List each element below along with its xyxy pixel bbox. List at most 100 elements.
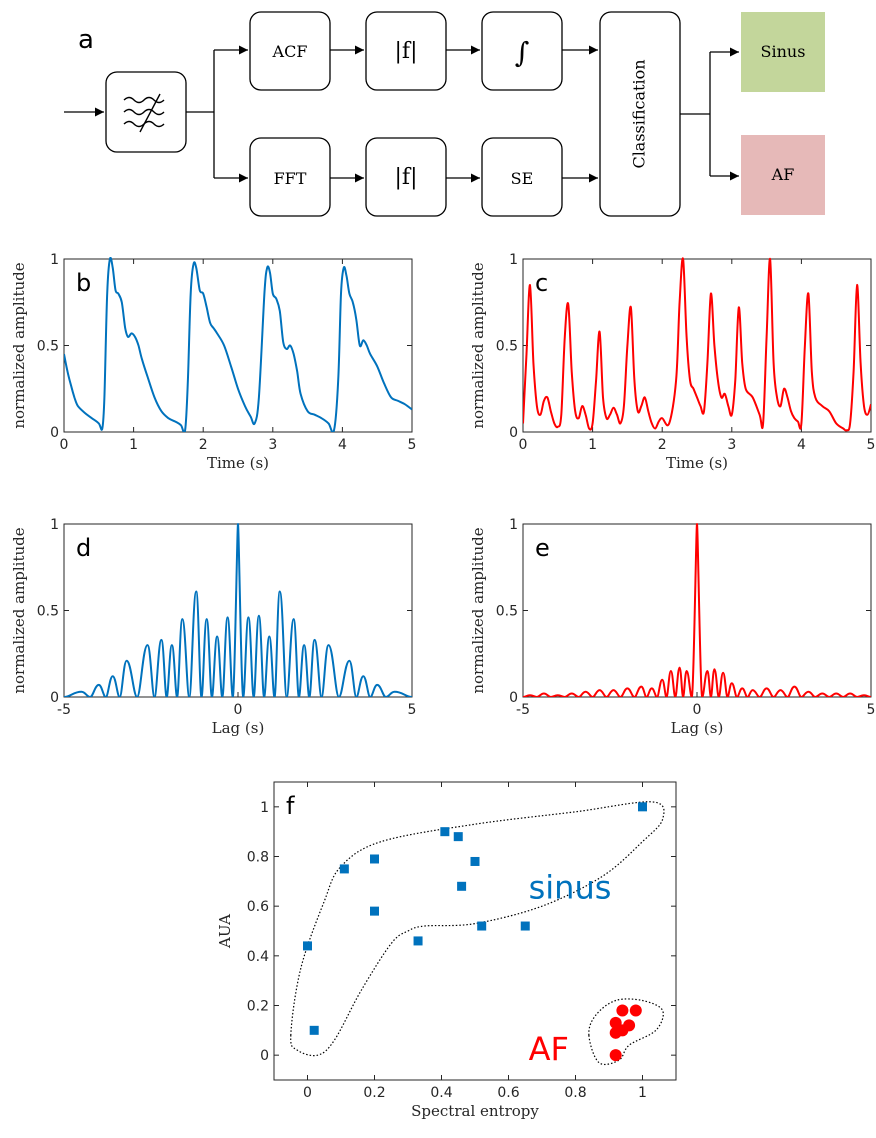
sinus-label: Sinus	[761, 42, 806, 61]
charts: 0 1 2 3 4 5 0 0.5 1 Time (s) normalized amplitude b…	[10, 252, 875, 1120]
sinus-point	[470, 856, 480, 866]
y-tick-label-c: 0.5	[496, 339, 518, 355]
sinus-point	[440, 827, 450, 837]
y-tick-label-f: 0	[260, 1048, 269, 1064]
x-tick-label-b: 2	[199, 437, 208, 453]
acf-block: ACF	[249, 11, 331, 91]
x-tick-label-f: 0.8	[564, 1085, 586, 1101]
x-tick-label-c: 4	[797, 437, 806, 453]
y-tick-label-d: 0.5	[37, 604, 59, 620]
abs-label-top: |f|	[395, 39, 418, 64]
abs-block-bottom: |f|	[365, 137, 447, 217]
af-point	[623, 1019, 636, 1032]
integral-label: ∫	[515, 36, 530, 69]
x-tick-label-b: 3	[268, 437, 277, 453]
y-axis-label-b: normalized amplitude	[10, 262, 28, 428]
af-output: AF	[741, 135, 825, 215]
y-tick-label-e: 0	[509, 690, 518, 706]
y-tick-label-d: 0	[50, 690, 59, 706]
series-line-c	[523, 257, 871, 432]
x-axis-label-f: Spectral entropy	[411, 1102, 539, 1120]
x-axis-label-d: Lag (s)	[212, 719, 265, 737]
y-tick-label-b: 1	[50, 252, 59, 268]
plot-frame-b	[63, 258, 413, 433]
sinus-series-label: sinus	[529, 869, 612, 907]
x-tick-label-b: 0	[60, 437, 69, 453]
af-point	[609, 1049, 622, 1062]
y-tick-label-c: 0	[509, 425, 518, 441]
panel-label-d: d	[76, 534, 91, 562]
x-tick-label-f: 0.4	[430, 1085, 452, 1101]
panel-label-f: f	[286, 792, 295, 820]
x-tick-label-d: -5	[57, 702, 71, 718]
sinus-point	[457, 881, 467, 891]
acf-label: ACF	[272, 42, 308, 61]
classification-label: Classification	[630, 59, 649, 168]
x-tick-label-b: 4	[338, 437, 347, 453]
sinus-point	[520, 921, 530, 931]
panel-label-b: b	[76, 269, 91, 297]
x-tick-label-f: 0.6	[497, 1085, 519, 1101]
sinus-point	[339, 864, 349, 874]
x-axis-label-e: Lag (s)	[671, 719, 724, 737]
series-line-b	[64, 257, 412, 432]
fft-label: FFT	[274, 169, 307, 188]
x-tick-label-c: 5	[867, 437, 876, 453]
sinus-point	[370, 854, 379, 864]
x-tick-label-b: 1	[129, 437, 138, 453]
se-label: SE	[511, 169, 534, 188]
x-tick-label-d: 5	[408, 702, 417, 718]
chart-panel-f: 0 0.2 0.4 0.6 0.8 1 0 0.2 0.4 0.6 0.8 1 Spectral ent…	[216, 781, 677, 1120]
se-block: SE	[481, 137, 563, 217]
y-tick-label-b: 0	[50, 425, 59, 441]
panel-label-e: e	[535, 534, 550, 562]
y-tick-label-f: 0.4	[247, 949, 269, 965]
x-axis-label-c: Time (s)	[666, 454, 728, 472]
sinus-output: Sinus	[741, 12, 825, 92]
x-tick-label-f: 0.2	[363, 1085, 385, 1101]
lowpass-filter-icon	[123, 93, 165, 133]
plot-frame-f	[273, 781, 677, 1081]
x-tick-label-f: 1	[638, 1085, 647, 1101]
x-tick-label-e: 0	[693, 702, 702, 718]
sinus-point	[638, 802, 647, 812]
sinus-point	[477, 921, 487, 931]
block-diagram: a ACF |f|	[64, 11, 825, 217]
y-tick-label-f: 0.8	[247, 850, 269, 866]
chart-panel-c: 0 1 2 3 4 5 0 0.5 1 Time (s) normalized amplitude c	[469, 252, 875, 472]
sinus-point	[413, 936, 423, 946]
y-tick-label-f: 0.2	[247, 999, 269, 1015]
x-axis-label-b: Time (s)	[207, 454, 269, 472]
x-tick-label-f: 0	[303, 1085, 312, 1101]
sinus-point	[303, 941, 312, 951]
af-label: AF	[771, 165, 795, 184]
classification-block: Classification	[599, 11, 681, 217]
y-axis-label-e: normalized amplitude	[469, 527, 487, 693]
x-tick-label-c: 3	[727, 437, 736, 453]
y-tick-label-f: 1	[260, 800, 269, 816]
sinus-cluster-outline	[290, 801, 665, 1057]
y-tick-label-c: 1	[509, 252, 518, 268]
x-tick-label-b: 5	[408, 437, 417, 453]
y-axis-label-d: normalized amplitude	[10, 527, 28, 693]
panel-label-a: a	[78, 25, 94, 55]
panel-label-c: c	[535, 269, 548, 297]
y-tick-label-e: 1	[509, 517, 518, 533]
fft-block: FFT	[249, 137, 331, 217]
x-tick-label-c: 2	[658, 437, 667, 453]
y-tick-label-d: 1	[50, 517, 59, 533]
x-tick-label-c: 0	[519, 437, 528, 453]
y-tick-label-e: 0.5	[496, 604, 518, 620]
af-point	[629, 1004, 642, 1017]
abs-block-top: |f|	[365, 11, 447, 91]
abs-label-bottom: |f|	[395, 165, 418, 190]
integral-block: ∫	[481, 11, 563, 91]
x-tick-label-e: 5	[867, 702, 876, 718]
chart-panel-b: 0 1 2 3 4 5 0 0.5 1 Time (s) normalized amplitude b	[10, 252, 416, 472]
series-line-e	[523, 522, 871, 697]
y-tick-label-f: 0.6	[247, 899, 269, 915]
x-tick-label-e: -5	[516, 702, 530, 718]
series-line-d	[64, 522, 412, 697]
